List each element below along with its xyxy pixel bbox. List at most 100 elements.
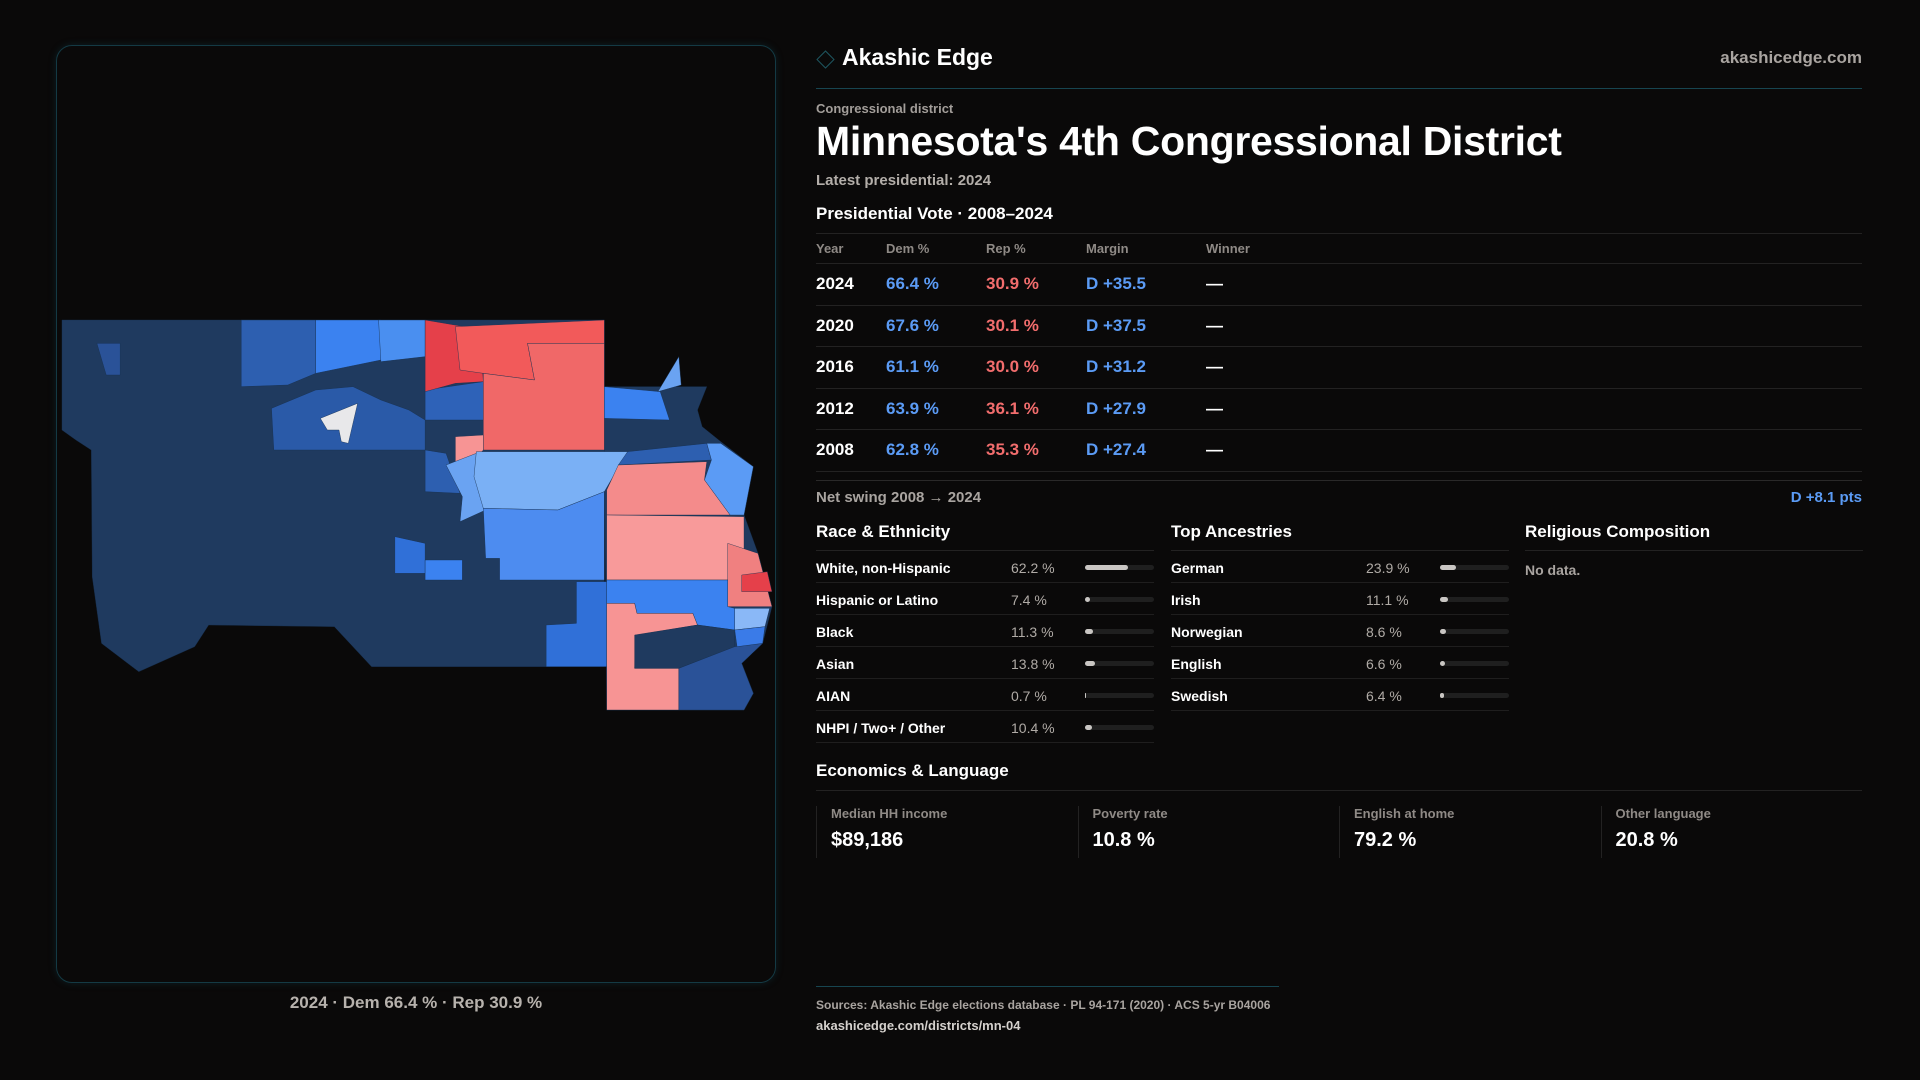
vote-winner: — (1206, 388, 1862, 430)
row-value: 23.9 % (1366, 560, 1410, 576)
row-label: AIAN (816, 688, 851, 704)
vote-row: 2008 62.8 % 35.3 % D +27.4— (816, 429, 1862, 472)
ancestry-row: English 6.6 % (1171, 647, 1509, 679)
vote-rep: 30.1 % (986, 305, 1086, 347)
map-precinct[interactable] (378, 319, 426, 362)
row-label: Black (816, 624, 854, 640)
bar-track (1085, 597, 1154, 602)
race-row: Hispanic or Latino 7.4 % (816, 583, 1154, 615)
latest-presidential: Latest presidential: 2024 (816, 172, 992, 189)
row-value: 8.6 % (1366, 624, 1402, 640)
stat-value: 10.8 % (1092, 829, 1155, 851)
map-precinct[interactable] (657, 356, 682, 392)
stat-poverty: Poverty rate 10.8 % (1077, 806, 1340, 858)
map-precinct[interactable] (320, 403, 358, 444)
race-row: Asian 13.8 % (816, 647, 1154, 679)
site-link[interactable]: akashicedge.com (1720, 48, 1862, 67)
bar-track (1085, 629, 1154, 634)
bar-fill (1440, 661, 1445, 666)
ancestry-row: Irish 11.1 % (1171, 583, 1509, 615)
vote-winner: — (1206, 305, 1862, 347)
row-value: 7.4 % (1011, 592, 1047, 608)
stat-label: Other language (1615, 806, 1711, 821)
ancestry-row: Swedish 6.4 % (1171, 679, 1509, 711)
bar-fill (1440, 629, 1446, 634)
map-precinct[interactable] (96, 343, 121, 376)
race-title: Race & Ethnicity (816, 522, 1154, 551)
row-value: 6.6 % (1366, 656, 1402, 672)
col-year: Year (816, 233, 886, 264)
row-label: Hispanic or Latino (816, 592, 939, 608)
row-value: 62.2 % (1011, 560, 1055, 576)
stat-value: 79.2 % (1354, 829, 1417, 851)
map-precinct[interactable] (424, 449, 461, 494)
bar-track (1440, 693, 1509, 698)
vote-year: 2012 (816, 388, 886, 430)
col-winner: Winner (1206, 233, 1862, 264)
net-swing: Net swing 2008 → 2024 D +8.1 pts (816, 489, 1862, 506)
row-label: NHPI / Two+ / Other (816, 720, 946, 736)
map-precinct[interactable] (394, 536, 426, 574)
vote-dem: 67.6 % (886, 305, 986, 347)
vote-rep: 30.0 % (986, 346, 1086, 389)
col-margin: Margin (1086, 233, 1206, 264)
vote-row: 2012 63.9 % 36.1 % D +27.9— (816, 388, 1862, 430)
map-precinct[interactable] (704, 443, 754, 516)
religion-empty: No data. (1525, 562, 1581, 578)
race-section: Race & Ethnicity White, non-Hispanic 62.… (816, 522, 1154, 743)
row-value: 13.8 % (1011, 656, 1055, 672)
row-label: Norwegian (1171, 624, 1243, 640)
vote-winner: — (1206, 429, 1862, 472)
bar-track (1440, 565, 1509, 570)
brand-name: Akashic Edge (842, 44, 993, 70)
race-row: NHPI / Two+ / Other 10.4 % (816, 711, 1154, 743)
map-panel (56, 45, 776, 983)
bar-track (1440, 597, 1509, 602)
col-rep: Rep % (986, 233, 1086, 264)
row-label: German (1171, 560, 1224, 576)
row-value: 11.3 % (1011, 624, 1054, 640)
vote-rep: 35.3 % (986, 429, 1086, 472)
bar-fill (1085, 597, 1091, 602)
vote-row: 2024 66.4 % 30.9 % D +35.5— (816, 263, 1862, 306)
vote-dem: 61.1 % (886, 346, 986, 389)
net-swing-value: D +8.1 pts (1790, 489, 1862, 506)
footer-divider (816, 986, 1279, 987)
brand[interactable]: Akashic Edge (816, 44, 993, 71)
stat-value: 20.8 % (1615, 829, 1678, 851)
religion-section: Religious Composition No data. (1525, 522, 1863, 578)
map-precinct[interactable] (604, 386, 670, 421)
ancestry-row: German 23.9 % (1171, 551, 1509, 583)
bar-fill (1085, 565, 1128, 570)
vote-year: 2008 (816, 429, 886, 472)
net-swing-label: Net swing 2008 → 2024 (816, 489, 982, 506)
district-map[interactable] (55, 310, 785, 720)
map-precinct[interactable] (483, 491, 605, 581)
vote-year: 2024 (816, 263, 886, 306)
map-precinct[interactable] (734, 626, 766, 647)
col-dem: Dem % (886, 233, 986, 264)
stat-label: Poverty rate (1092, 806, 1168, 821)
stat-value: $89,186 (831, 829, 904, 851)
map-precinct[interactable] (741, 571, 773, 592)
ancestry-title: Top Ancestries (1171, 522, 1509, 551)
vote-dem: 66.4 % (886, 263, 986, 306)
row-label: Asian (816, 656, 855, 672)
row-label: Swedish (1171, 688, 1228, 704)
bar-track (1085, 565, 1154, 570)
vote-year: 2016 (816, 346, 886, 389)
vote-margin: D +35.5 (1086, 263, 1206, 306)
vote-dem: 63.9 % (886, 388, 986, 430)
map-precinct[interactable] (240, 319, 316, 387)
bar-track (1440, 629, 1509, 634)
ancestry-row: Norwegian 8.6 % (1171, 615, 1509, 647)
bar-track (1440, 661, 1509, 666)
stat-income: Median HH income $89,186 (816, 806, 1078, 858)
vote-dem: 62.8 % (886, 429, 986, 472)
map-precinct[interactable] (424, 559, 463, 581)
race-row: White, non-Hispanic 62.2 % (816, 551, 1154, 583)
map-precinct[interactable] (606, 514, 745, 581)
vote-margin: D +27.4 (1086, 429, 1206, 472)
district-url[interactable]: akashicedge.com/districts/mn-04 (816, 1018, 1021, 1033)
bar-fill (1085, 629, 1093, 634)
